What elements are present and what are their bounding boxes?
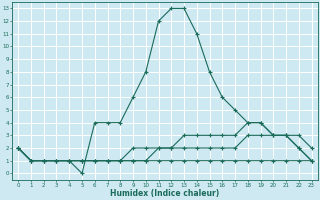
X-axis label: Humidex (Indice chaleur): Humidex (Indice chaleur) [110,189,220,198]
